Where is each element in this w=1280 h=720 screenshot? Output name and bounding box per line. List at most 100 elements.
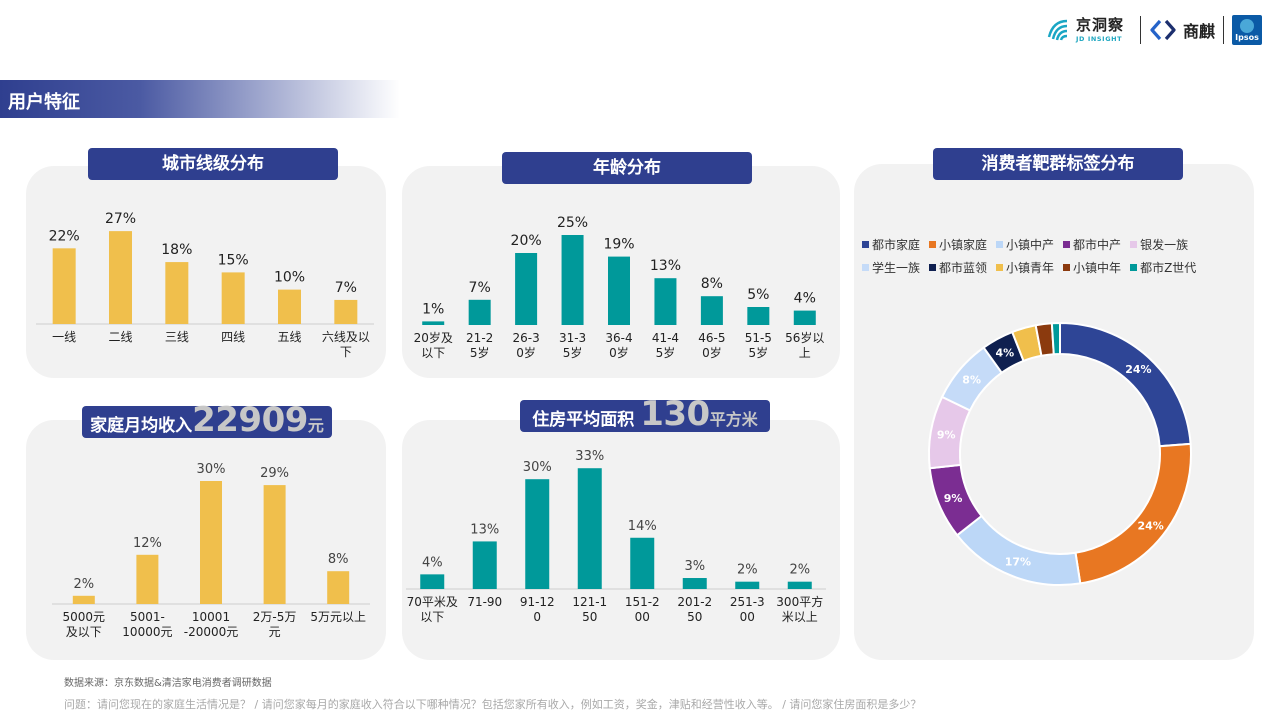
ipsos-wordmark: Ipsos — [1235, 33, 1259, 42]
city-bar — [109, 231, 132, 324]
legend-item: 小镇青年 — [996, 259, 1054, 276]
income-data-label: 2% — [73, 577, 94, 592]
legend-swatch — [862, 241, 869, 248]
donut-slice — [1050, 321, 1061, 356]
age-bar — [700, 296, 723, 325]
age-category-label: 5岁 — [656, 345, 676, 360]
city-category-label: 一线 — [52, 330, 76, 344]
housing-panel-title: 住房平均面积 130平方米 — [520, 397, 770, 432]
logo-divider — [1223, 16, 1224, 44]
housing-category-label: 91-12 — [520, 595, 555, 609]
donut-slice-label: 9% — [937, 428, 956, 441]
legend-item: 都市中产 — [1063, 236, 1121, 253]
donut-slice-label: 24% — [1137, 520, 1163, 533]
city-category-label: 六线及以 — [322, 330, 370, 344]
housing-bar — [630, 537, 655, 589]
income-category-label: 2万-5万 — [253, 610, 297, 624]
donut-slice — [1074, 442, 1192, 585]
age-bar — [608, 256, 630, 325]
city-bar — [278, 289, 301, 324]
housing-panel — [402, 420, 840, 660]
housing-category-label: 以下 — [420, 610, 444, 624]
housing-bar — [577, 468, 602, 589]
age-category-label: 0岁 — [702, 345, 722, 360]
donut-slice — [955, 514, 1082, 586]
income-data-label: 29% — [260, 466, 289, 481]
shangqi-wordmark: 商麒 — [1182, 22, 1215, 41]
city-data-label: 22% — [49, 228, 80, 244]
legend-label: 小镇中产 — [1006, 238, 1055, 252]
city-panel — [26, 166, 386, 378]
housing-bar — [787, 581, 812, 589]
income-unit: 元 — [307, 416, 324, 435]
age-data-label: 19% — [603, 237, 634, 253]
age-data-label: 5% — [747, 287, 769, 303]
age-category-label: 41-4 — [652, 331, 679, 345]
legend-swatch — [996, 241, 1004, 248]
jd-insight-en: JD INSIGHT — [1075, 34, 1123, 43]
city-data-label: 15% — [218, 252, 249, 268]
income-bar — [72, 595, 95, 604]
age-bar — [561, 235, 584, 325]
housing-category-label: 201-2 — [677, 595, 712, 609]
legend-item: 小镇中年 — [1063, 259, 1121, 276]
age-bar — [422, 321, 445, 325]
housing-category-label: 米以上 — [782, 610, 818, 624]
donut-slice-label: 17% — [1005, 556, 1031, 569]
legend-label: 都市蓝领 — [939, 261, 988, 275]
survey-question-note: 问题：请问您现在的家庭生活情况是？ / 请问您家每月的家庭收入符合以下哪种情况？… — [64, 698, 922, 711]
legend-item: 都市家庭 — [862, 236, 920, 253]
city-category-label: 下 — [340, 345, 352, 359]
target-legend: 都市家庭 小镇家庭 小镇中产 都市中产 银发一族 学生一族 都市蓝领 小镇青年 小镇中年 都市Z世… — [862, 236, 1252, 282]
housing-category-label: 251-3 — [730, 595, 765, 609]
age-category-label: 36-4 — [605, 331, 632, 345]
city-bar — [165, 262, 189, 324]
legend-swatch — [1063, 264, 1071, 271]
age-category-label: 31-3 — [559, 331, 586, 345]
housing-category-label: 121-1 — [572, 595, 607, 609]
age-data-label: 25% — [557, 215, 588, 231]
housing-value: 130 — [640, 394, 710, 434]
legend-item: 都市蓝领 — [929, 259, 987, 276]
legend-item: 小镇中产 — [996, 236, 1054, 253]
city-category-label: 三线 — [165, 330, 189, 344]
age-bar — [654, 278, 677, 325]
legend-swatch — [929, 241, 937, 248]
legend-label: 小镇青年 — [1006, 261, 1055, 275]
donut-slice-label: 9% — [944, 492, 963, 505]
legend-swatch — [929, 264, 937, 271]
age-category-label: 20岁及 — [414, 330, 453, 345]
donut-slice-label: 24% — [1125, 363, 1151, 376]
jd-insight-wordmark: 京洞察 JD INSIGHT — [1075, 17, 1124, 43]
age-data-label: 7% — [469, 280, 491, 296]
city-category-label: 二线 — [108, 330, 132, 344]
housing-bar — [525, 479, 550, 589]
header-logos: 京洞察 JD INSIGHT 商麒 Ipsos — [1045, 14, 1262, 46]
age-bar — [515, 253, 538, 325]
city-bar — [334, 299, 358, 324]
income-bar — [327, 571, 350, 604]
legend-label: 都市中产 — [1073, 238, 1122, 252]
legend-swatch — [862, 264, 869, 271]
income-value: 22909 — [192, 400, 308, 440]
age-panel-title: 年龄分布 — [502, 152, 752, 184]
income-category-label: 及以下 — [66, 625, 102, 639]
data-source-note: 数据来源：京东数据&清洁家电消费者调研数据 — [64, 678, 272, 689]
legend-item: 学生一族 — [862, 259, 920, 276]
income-category-label: 元 — [269, 625, 281, 639]
logo-divider — [1139, 16, 1141, 44]
housing-data-label: 14% — [628, 519, 657, 534]
donut-slice — [1059, 321, 1192, 448]
housing-category-label: 71-90 — [467, 595, 502, 609]
housing-data-label: 3% — [684, 559, 705, 574]
age-category-label: 5岁 — [563, 345, 583, 360]
age-category-label: 26-3 — [512, 331, 539, 345]
age-category-label: 5岁 — [749, 345, 769, 360]
section-title: 用户特征 — [8, 92, 80, 113]
section-banner: 用户特征 — [0, 80, 400, 118]
income-bar — [263, 485, 286, 604]
housing-category-label: 00 — [740, 610, 755, 624]
age-category-label: 0岁 — [516, 345, 536, 360]
age-category-label: 21-2 — [466, 331, 493, 345]
